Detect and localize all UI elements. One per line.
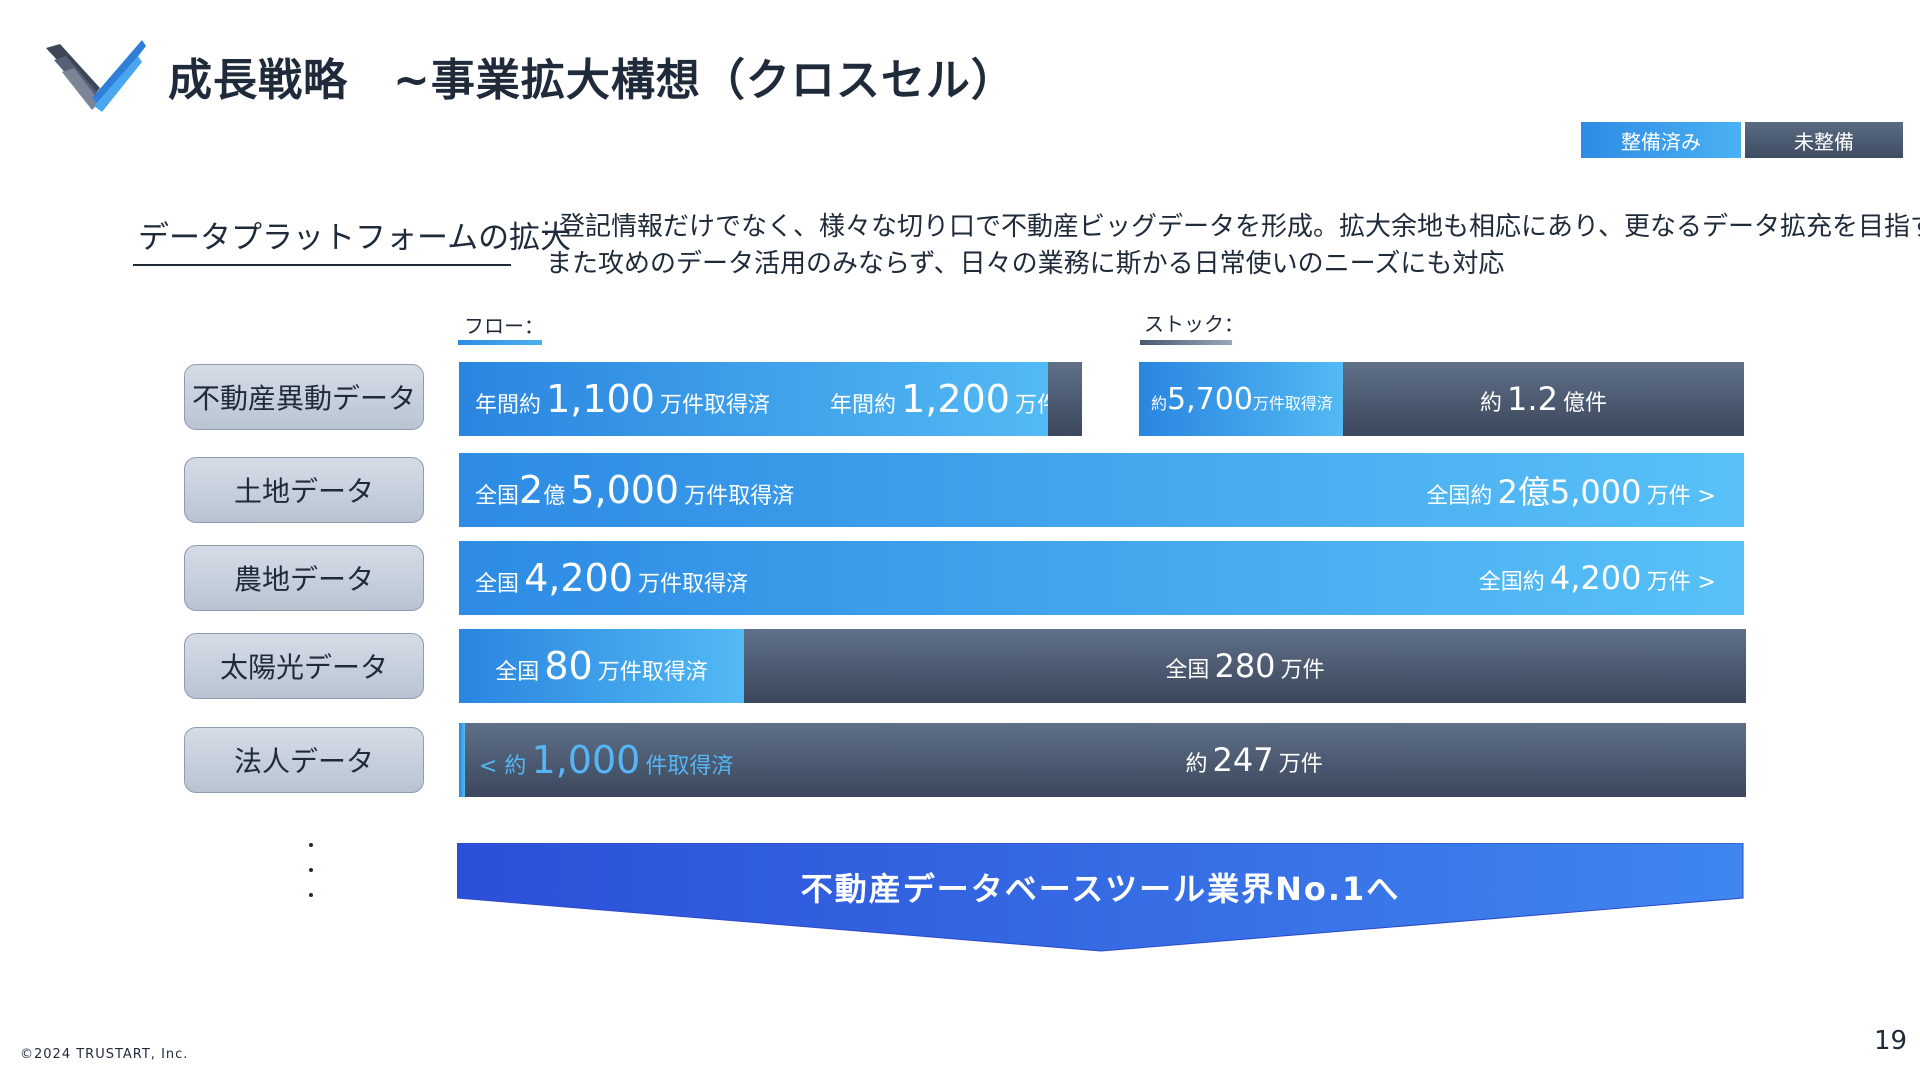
corporate-total-bar: < 約 1,000 件取得済 約 247 万件 <box>465 723 1746 797</box>
row-label-real-estate-change: 不動産異動データ <box>184 364 424 430</box>
corporate-acquired-bar <box>459 723 465 797</box>
flow-acquired-text: 年間約 1,100 万件取得済 <box>475 377 771 421</box>
row-label-land: 土地データ <box>184 457 424 523</box>
land-data-bar: 全国2億 5,000 万件取得済 全国約 2億5,000 万件 > <box>459 453 1744 527</box>
flow-remaining-bar <box>1048 362 1082 436</box>
section-underline <box>133 264 511 266</box>
description-line-1: : 登記情報だけでなく、様々な切り口で不動産ビッグデータを形成。拡大余地も相応に… <box>542 212 1920 242</box>
land-acquired-text: 全国2億 5,000 万件取得済 <box>475 468 795 512</box>
farmland-acquired-text: 全国 4,200 万件取得済 <box>475 556 749 600</box>
row-label-farmland: 農地データ <box>184 545 424 611</box>
stock-column-underline <box>1140 340 1232 345</box>
farmland-total-text: 全国約 4,200 万件 > <box>1478 559 1716 597</box>
solar-total-bar: 全国 280 万件 <box>744 629 1746 703</box>
section-title: データプラットフォームの拡大 <box>138 220 572 256</box>
flow-column-label: フロー： <box>464 314 544 338</box>
page-number: 19 <box>1874 1026 1908 1056</box>
stock-total-bar: 約 1.2 億件 <box>1343 362 1744 436</box>
description-line-2: また攻めのデータ活用のみならず、日々の業務に斯かる日常使いのニーズにも対応 <box>546 249 1505 279</box>
solar-acquired-text: 全国 80 万件取得済 <box>495 644 708 688</box>
solar-acquired-bar: 全国 80 万件取得済 <box>459 629 744 703</box>
solar-total-text: 全国 280 万件 <box>1165 647 1325 685</box>
goal-text: 不動産データベースツール業界No.1へ <box>800 870 1401 908</box>
land-total-text: 全国約 2億5,000 万件 > <box>1426 473 1716 511</box>
stock-total-text: 約 1.2 億件 <box>1479 380 1608 418</box>
flow-acquired-bar: 年間約 1,100 万件取得済 年間約 1,200 万件> <box>459 362 1048 436</box>
page-title: 成長戦略 ~事業拡大構想（クロスセル） <box>168 55 1016 106</box>
flow-column-underline <box>458 340 542 345</box>
farmland-data-bar: 全国 4,200 万件取得済 全国約 4,200 万件 > <box>459 541 1744 615</box>
stock-acquired-bar: 約5,700万件取得済 <box>1139 362 1343 436</box>
legend-done-badge: 整備済み <box>1581 122 1741 158</box>
row-label-solar: 太陽光データ <box>184 633 424 699</box>
copyright: ©2024 TRUSTART, Inc. <box>20 1047 189 1062</box>
corporate-acquired-text: < 約 1,000 件取得済 <box>479 738 734 782</box>
legend-todo-badge: 未整備 <box>1745 122 1903 158</box>
goal-arrow <box>457 843 1744 952</box>
company-logo <box>46 40 146 116</box>
corporate-total-text: 約 247 万件 <box>1185 741 1323 779</box>
flow-total-text: 年間約 1,200 万件> <box>830 377 1048 421</box>
stock-column-label: ストック： <box>1144 312 1244 336</box>
row-label-corporate: 法人データ <box>184 727 424 793</box>
stock-acquired-text: 約5,700万件取得済 <box>1151 381 1333 417</box>
